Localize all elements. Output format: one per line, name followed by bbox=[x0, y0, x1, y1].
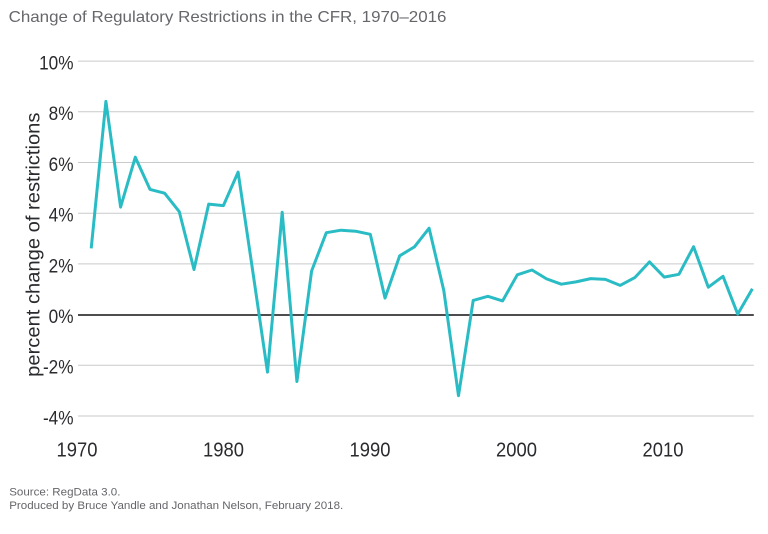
svg-text:2%: 2% bbox=[49, 254, 74, 276]
svg-text:8%: 8% bbox=[49, 102, 74, 124]
svg-text:6%: 6% bbox=[49, 153, 74, 175]
svg-text:-2%: -2% bbox=[43, 356, 74, 378]
svg-text:-4%: -4% bbox=[43, 406, 74, 428]
svg-text:Change of Regulatory Restricti: Change of Regulatory Restrictions in the… bbox=[9, 8, 447, 25]
svg-text:1990: 1990 bbox=[350, 440, 391, 462]
svg-text:Produced by Bruce Yandle and J: Produced by Bruce Yandle and Jonathan Ne… bbox=[9, 501, 343, 513]
svg-text:2000: 2000 bbox=[496, 440, 537, 462]
svg-text:1980: 1980 bbox=[203, 440, 244, 462]
svg-text:percent change of restrictions: percent change of restrictions bbox=[23, 113, 45, 377]
svg-text:4%: 4% bbox=[49, 203, 74, 225]
svg-text:10%: 10% bbox=[39, 51, 73, 73]
svg-text:1970: 1970 bbox=[57, 440, 98, 462]
svg-text:0%: 0% bbox=[49, 305, 74, 327]
svg-text:2010: 2010 bbox=[643, 440, 684, 462]
svg-text:Source: RegData 3.0.: Source: RegData 3.0. bbox=[9, 487, 120, 499]
